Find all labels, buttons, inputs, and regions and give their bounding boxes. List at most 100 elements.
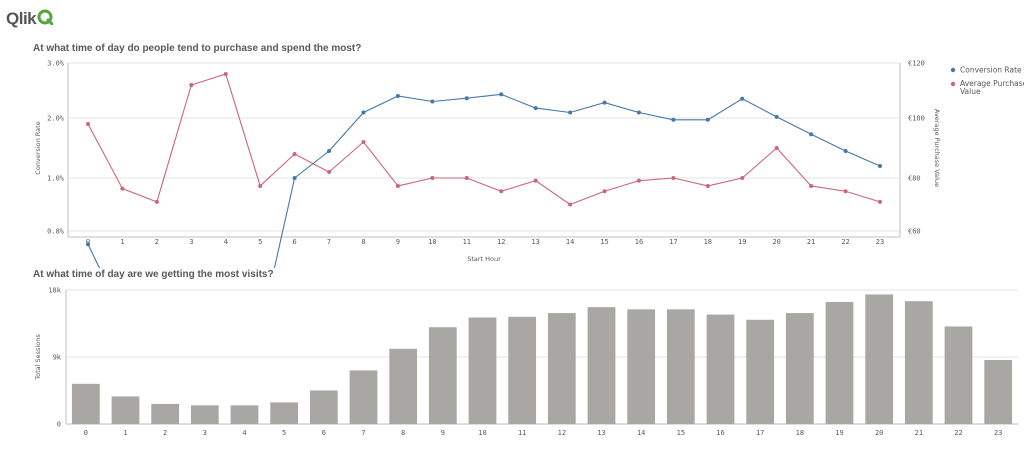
- x-tick-label: 21: [915, 429, 923, 437]
- x-tick-label: 2: [163, 429, 167, 437]
- chart-title-purchase: At what time of day do people tend to pu…: [33, 43, 362, 54]
- x-tick-label: 8: [401, 429, 405, 437]
- x-tick-label: 20: [772, 238, 780, 246]
- bar-hour-22: [944, 326, 973, 424]
- bar-hour-20: [865, 294, 894, 424]
- x-tick-label: 17: [669, 238, 677, 246]
- y-left-tick-label: 1.0%: [47, 175, 65, 183]
- x-tick-label: 6: [292, 238, 296, 246]
- x-tick-label: 0: [84, 429, 88, 437]
- bar-hour-10: [468, 317, 497, 424]
- legend-label-line: Average Purchase: [960, 79, 1024, 88]
- bar-hour-3: [190, 405, 219, 424]
- data-point-average-purchase-value: [499, 189, 504, 194]
- bar-hour-23: [984, 359, 1013, 424]
- x-tick-label: 9: [441, 429, 445, 437]
- x-tick-label: 6: [322, 429, 326, 437]
- data-point-conversion-rate: [568, 110, 573, 115]
- data-point-average-purchase-value: [223, 72, 228, 76]
- y-right-tick-label: €120: [908, 60, 925, 68]
- logo-text: Qlik: [6, 9, 37, 28]
- bar-hour-0: [71, 383, 100, 424]
- data-point-average-purchase-value: [86, 122, 90, 126]
- series-line-conversion-rate: [87, 93, 881, 268]
- data-point-average-purchase-value: [568, 202, 573, 207]
- data-point-average-purchase-value: [292, 152, 297, 156]
- data-point-average-purchase-value: [120, 186, 125, 191]
- bar-hour-5: [270, 402, 299, 424]
- x-tick-label: 19: [738, 238, 746, 246]
- data-point-conversion-rate: [636, 110, 641, 115]
- data-point-conversion-rate: [327, 149, 332, 153]
- x-tick-label: 13: [531, 238, 539, 246]
- x-tick-label: 5: [258, 238, 262, 246]
- bar-hour-12: [547, 313, 576, 424]
- data-point-average-purchase-value: [258, 183, 263, 188]
- data-point-average-purchase-value: [154, 199, 159, 204]
- bar-hour-7: [349, 370, 378, 424]
- data-point-conversion-rate: [774, 114, 779, 119]
- data-point-conversion-rate: [361, 110, 366, 115]
- y-tick-label: 18k: [48, 287, 61, 295]
- data-point-conversion-rate: [740, 96, 745, 101]
- x-tick-label: 1: [120, 238, 124, 246]
- x-tick-label: 0: [86, 238, 90, 246]
- y-tick-label: 9k: [53, 354, 62, 362]
- x-tick-label: 4: [242, 429, 246, 437]
- data-point-conversion-rate: [671, 117, 676, 122]
- bar-hour-17: [746, 319, 775, 424]
- x-tick-label: 13: [597, 429, 605, 437]
- bar-hour-2: [151, 403, 180, 424]
- data-point-average-purchase-value: [740, 176, 745, 180]
- x-tick-label: 21: [807, 238, 815, 246]
- y-axis-title: Total Sessions: [34, 334, 42, 381]
- x-tick-label: 19: [835, 429, 843, 437]
- bar-hour-6: [309, 390, 338, 424]
- x-tick-label: 18: [796, 429, 804, 437]
- legend-label-line: Value: [960, 87, 981, 96]
- x-tick-label: 14: [566, 238, 574, 246]
- legend-swatch-average-purchase-value: [950, 81, 956, 87]
- x-tick-label: 2: [155, 238, 159, 246]
- bar-hour-9: [428, 327, 457, 424]
- data-point-conversion-rate: [705, 117, 710, 122]
- x-tick-label: 22: [841, 238, 849, 246]
- data-point-average-purchase-value: [602, 189, 607, 194]
- bar-hour-18: [785, 313, 814, 424]
- bar-hour-13: [587, 307, 616, 424]
- data-point-average-purchase-value: [464, 176, 469, 180]
- series-line-average-purchase-value: [87, 73, 881, 206]
- x-tick-label: 18: [704, 238, 712, 246]
- qlik-q-icon: [37, 9, 54, 29]
- data-point-average-purchase-value: [430, 176, 435, 180]
- y-left-tick-label: 2.0%: [47, 115, 65, 123]
- x-tick-label: 22: [954, 429, 962, 437]
- data-point-average-purchase-value: [361, 140, 366, 144]
- data-point-conversion-rate: [292, 176, 297, 180]
- x-tick-label: 3: [203, 429, 207, 437]
- legend-label-conversion-rate: Conversion Rate: [960, 66, 1022, 75]
- data-point-average-purchase-value: [878, 199, 882, 204]
- bar-hour-8: [389, 348, 418, 424]
- bar-hour-19: [825, 301, 854, 424]
- x-tick-label: 5: [282, 429, 286, 437]
- qlik-logo[interactable]: Qlik: [6, 9, 54, 29]
- bar-hour-14: [627, 309, 656, 424]
- x-tick-label: 20: [875, 429, 883, 437]
- y-left-tick-label: 0.8%: [47, 228, 65, 236]
- data-point-average-purchase-value: [843, 189, 848, 194]
- x-tick-label: 9: [396, 238, 400, 246]
- y-right-axis-title: Average Purchase Value: [933, 109, 941, 187]
- x-axis-title: Start Hour: [467, 255, 501, 263]
- x-tick-label: 10: [478, 429, 486, 437]
- y-right-tick-label: €100: [908, 115, 925, 123]
- bar-hour-16: [706, 314, 735, 424]
- bar-hour-21: [904, 301, 933, 424]
- data-point-conversion-rate: [86, 242, 90, 247]
- y-left-tick-label: 3.0%: [47, 60, 65, 68]
- x-tick-label: 12: [558, 429, 566, 437]
- data-point-conversion-rate: [843, 149, 848, 153]
- legend-swatch-conversion-rate: [950, 67, 956, 73]
